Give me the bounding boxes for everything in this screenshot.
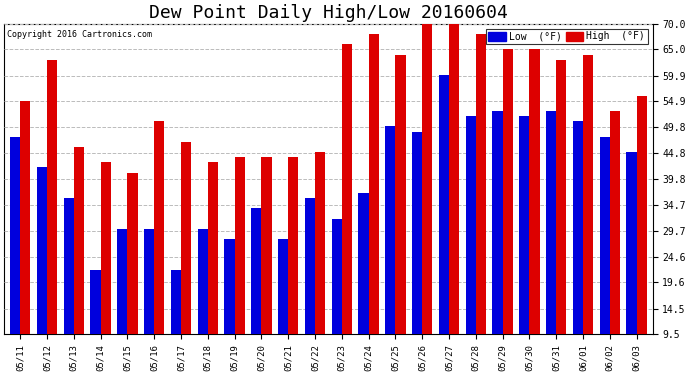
Bar xyxy=(358,193,368,334)
Bar xyxy=(368,34,379,334)
Bar xyxy=(583,54,593,334)
Bar xyxy=(449,24,459,334)
Bar xyxy=(305,198,315,334)
Bar xyxy=(519,116,529,334)
Bar xyxy=(422,24,433,334)
Bar xyxy=(251,209,262,334)
Bar xyxy=(315,152,325,334)
Bar xyxy=(155,121,164,334)
Bar xyxy=(546,111,556,334)
Bar xyxy=(288,157,298,334)
Bar xyxy=(385,126,395,334)
Bar xyxy=(90,270,101,334)
Bar xyxy=(37,167,47,334)
Bar xyxy=(466,116,476,334)
Bar xyxy=(208,162,218,334)
Bar xyxy=(10,136,20,334)
Bar xyxy=(144,229,155,334)
Bar xyxy=(74,147,84,334)
Bar xyxy=(493,111,502,334)
Bar xyxy=(262,157,272,334)
Bar xyxy=(412,132,422,334)
Bar xyxy=(573,121,583,334)
Bar xyxy=(502,50,513,334)
Bar xyxy=(627,152,637,334)
Bar xyxy=(101,162,111,334)
Legend: Low  (°F), High  (°F): Low (°F), High (°F) xyxy=(486,28,648,44)
Bar xyxy=(332,219,342,334)
Bar xyxy=(278,239,288,334)
Bar xyxy=(117,229,128,334)
Bar xyxy=(197,229,208,334)
Text: Copyright 2016 Cartronics.com: Copyright 2016 Cartronics.com xyxy=(8,30,152,39)
Bar xyxy=(556,60,566,334)
Bar xyxy=(610,111,620,334)
Bar xyxy=(529,50,540,334)
Bar xyxy=(20,101,30,334)
Bar xyxy=(47,60,57,334)
Bar xyxy=(637,96,647,334)
Bar xyxy=(235,157,245,334)
Bar xyxy=(171,270,181,334)
Bar xyxy=(63,198,74,334)
Bar xyxy=(476,34,486,334)
Bar xyxy=(342,44,352,334)
Bar xyxy=(224,239,235,334)
Title: Dew Point Daily High/Low 20160604: Dew Point Daily High/Low 20160604 xyxy=(149,4,508,22)
Bar xyxy=(395,54,406,334)
Bar xyxy=(128,172,137,334)
Bar xyxy=(181,142,191,334)
Bar xyxy=(439,75,449,334)
Bar xyxy=(600,136,610,334)
